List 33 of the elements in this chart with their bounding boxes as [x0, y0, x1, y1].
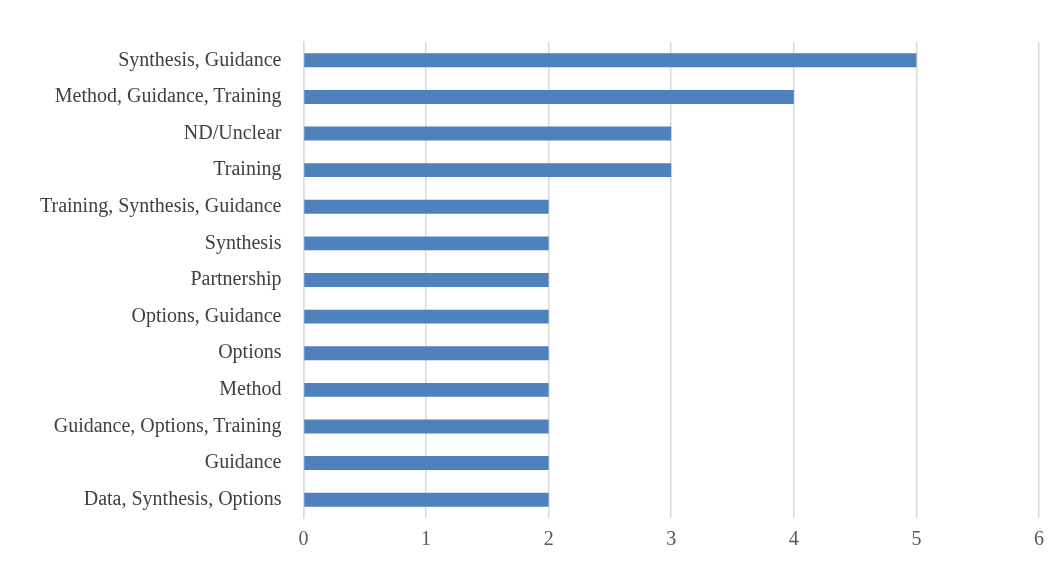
bar: [304, 199, 549, 214]
bar: [304, 492, 549, 507]
y-tick-label: ND/Unclear: [183, 120, 282, 143]
x-tick-label: 2: [543, 527, 554, 550]
y-tick-label: Training, Synthesis, Guidance: [39, 194, 282, 218]
y-tick-label: Partnership: [190, 267, 282, 291]
x-tick-label: 0: [298, 527, 309, 550]
bar: [304, 309, 549, 324]
x-tick-label: 3: [666, 527, 677, 550]
y-tick-label: Guidance, Options, Training: [53, 413, 282, 437]
bar: [304, 236, 549, 251]
y-tick-label: Data, Synthesis, Options: [83, 486, 282, 510]
y-tick-label: Training: [213, 157, 282, 181]
bar: [304, 273, 549, 287]
x-tick-label: 6: [1034, 527, 1044, 550]
bar: [304, 89, 794, 104]
y-tick-label: Synthesis, Guidance: [118, 47, 282, 71]
bar: [304, 163, 672, 178]
x-tick-label: 5: [911, 527, 922, 550]
bar: [304, 419, 549, 434]
bar: [304, 346, 549, 361]
x-tick-label: 4: [788, 527, 799, 550]
bar: [304, 382, 549, 397]
bar: [304, 53, 917, 68]
y-tick-label: Method, Guidance, Training: [54, 84, 282, 108]
y-tick-label: Method: [219, 377, 282, 400]
x-tick-label: 1: [421, 527, 432, 550]
y-tick-label: Options: [218, 340, 282, 364]
bar: [304, 126, 672, 141]
y-tick-label: Synthesis: [204, 230, 282, 254]
y-tick-label: Options, Guidance: [131, 303, 282, 327]
y-tick-label: Guidance: [204, 450, 282, 473]
bar: [304, 456, 549, 471]
